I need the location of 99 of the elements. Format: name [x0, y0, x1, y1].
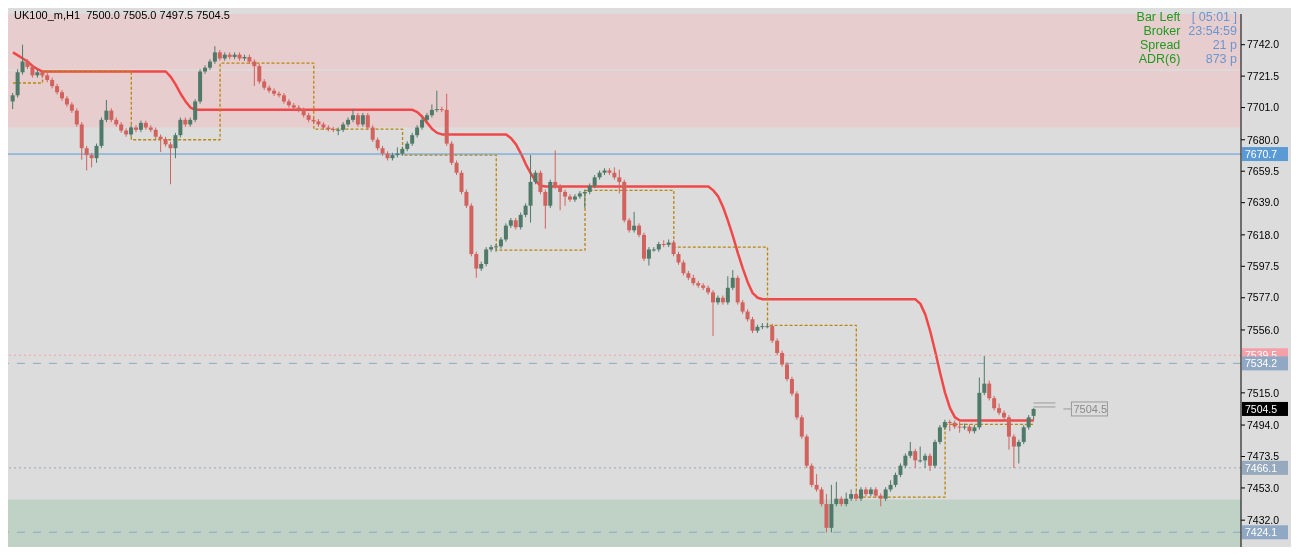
candlestick [730, 269, 735, 291]
y-tick-label: 7577.0 [1247, 291, 1280, 304]
y-tick-label: 7701.0 [1247, 101, 1280, 114]
y-tick-label: 7453.0 [1247, 481, 1280, 494]
candlestick [173, 132, 178, 159]
candlestick [1006, 414, 1011, 451]
candlestick [207, 58, 212, 71]
candlestick [553, 150, 558, 190]
ref-line-label: 7670.7 [1245, 148, 1278, 161]
y-tick-label: 7494.0 [1247, 418, 1280, 431]
text: 23:54:59 [1188, 24, 1237, 38]
candlestick [548, 179, 553, 209]
candlestick [203, 64, 208, 75]
candlestick [834, 481, 839, 507]
text: 21 p [1211, 38, 1237, 52]
candlestick [1021, 424, 1026, 445]
y-tick-label: 7515.0 [1247, 386, 1280, 399]
candlestick [484, 246, 489, 267]
y-tick-label: 7556.0 [1247, 323, 1280, 336]
y-tick-label: 7639.0 [1247, 196, 1280, 209]
candlestick [1016, 439, 1021, 464]
candlestick [286, 98, 291, 109]
text: Broker [1142, 24, 1181, 38]
candlestick [932, 439, 937, 469]
candlestick [1011, 433, 1016, 469]
y-tick-label: 7659.5 [1247, 164, 1280, 177]
candlestick [799, 414, 804, 440]
candlestick [178, 117, 183, 138]
candlestick [464, 189, 469, 209]
candlestick [64, 95, 69, 108]
text: Spread [1139, 38, 1181, 52]
candlestick [434, 90, 439, 113]
candlestick [503, 222, 508, 243]
candlestick [794, 390, 799, 421]
candlestick [572, 193, 577, 203]
y-tick-label: 7721.5 [1247, 69, 1280, 82]
candlestick [350, 108, 355, 123]
candlestick [267, 84, 272, 94]
candlestick [563, 189, 568, 207]
y-tick-label: 7473.5 [1247, 450, 1280, 463]
text: 7504.5 [1073, 402, 1108, 415]
candlestick [770, 323, 775, 344]
candlestick [558, 183, 563, 211]
candlestick [94, 143, 99, 164]
y-tick-label: 7432.0 [1247, 513, 1280, 526]
candlestick [824, 493, 829, 533]
ref-line-label: 7466.1 [1245, 461, 1278, 474]
candlestick [74, 107, 79, 128]
candlestick [849, 488, 854, 502]
y-tick-label: 7680.0 [1247, 133, 1280, 146]
candlestick [982, 355, 987, 396]
candlestick [55, 83, 60, 96]
y-tick-label: 7597.5 [1247, 260, 1280, 273]
candlestick [494, 243, 499, 253]
candlestick [641, 232, 646, 262]
candlestick [957, 421, 962, 434]
candlestick [819, 486, 824, 507]
candlestick [168, 141, 173, 185]
candlestick [937, 424, 942, 445]
candlestick [104, 99, 109, 123]
candlestick [272, 87, 277, 97]
candlestick [79, 121, 84, 161]
candlestick [997, 403, 1002, 416]
candlestick [809, 462, 814, 488]
y-tick-label: 7742.0 [1247, 38, 1280, 51]
candlestick [193, 98, 198, 123]
candlestick [987, 380, 992, 402]
candlestick [257, 63, 262, 85]
candlestick [568, 193, 572, 203]
candlestick [711, 289, 716, 337]
candlestick [528, 154, 533, 224]
text: [ 05:01 ] [1190, 10, 1237, 24]
candlestick [543, 189, 548, 230]
candlestick [913, 448, 918, 469]
candlestick [918, 446, 923, 464]
candlestick [725, 275, 730, 306]
candlestick [429, 103, 434, 119]
ref-line-label: 7534.2 [1245, 357, 1278, 370]
y-tick-label: 7618.0 [1247, 228, 1280, 241]
chart-title: UK100_m,H1 7500.0 7505.0 7497.5 7504.5 [14, 9, 230, 21]
candlestick [15, 68, 20, 99]
candlestick [538, 169, 543, 195]
text: 7504.5 [1245, 402, 1278, 415]
ref-line-label: 7424.1 [1245, 526, 1278, 539]
candlestick [474, 251, 479, 279]
candlestick [789, 376, 794, 397]
candlestick [84, 145, 89, 171]
candlestick [577, 190, 582, 200]
text: 873 p [1204, 52, 1237, 66]
candlestick [20, 44, 25, 76]
candlestick [829, 484, 834, 533]
candlestick [60, 89, 65, 102]
candlestick [281, 92, 286, 105]
candlestick [459, 169, 464, 195]
text: Bar Left [1136, 10, 1181, 24]
candlestick [449, 140, 454, 166]
candlestick [617, 169, 622, 194]
candlestick [785, 361, 790, 382]
text: ADR(6) [1137, 52, 1181, 66]
